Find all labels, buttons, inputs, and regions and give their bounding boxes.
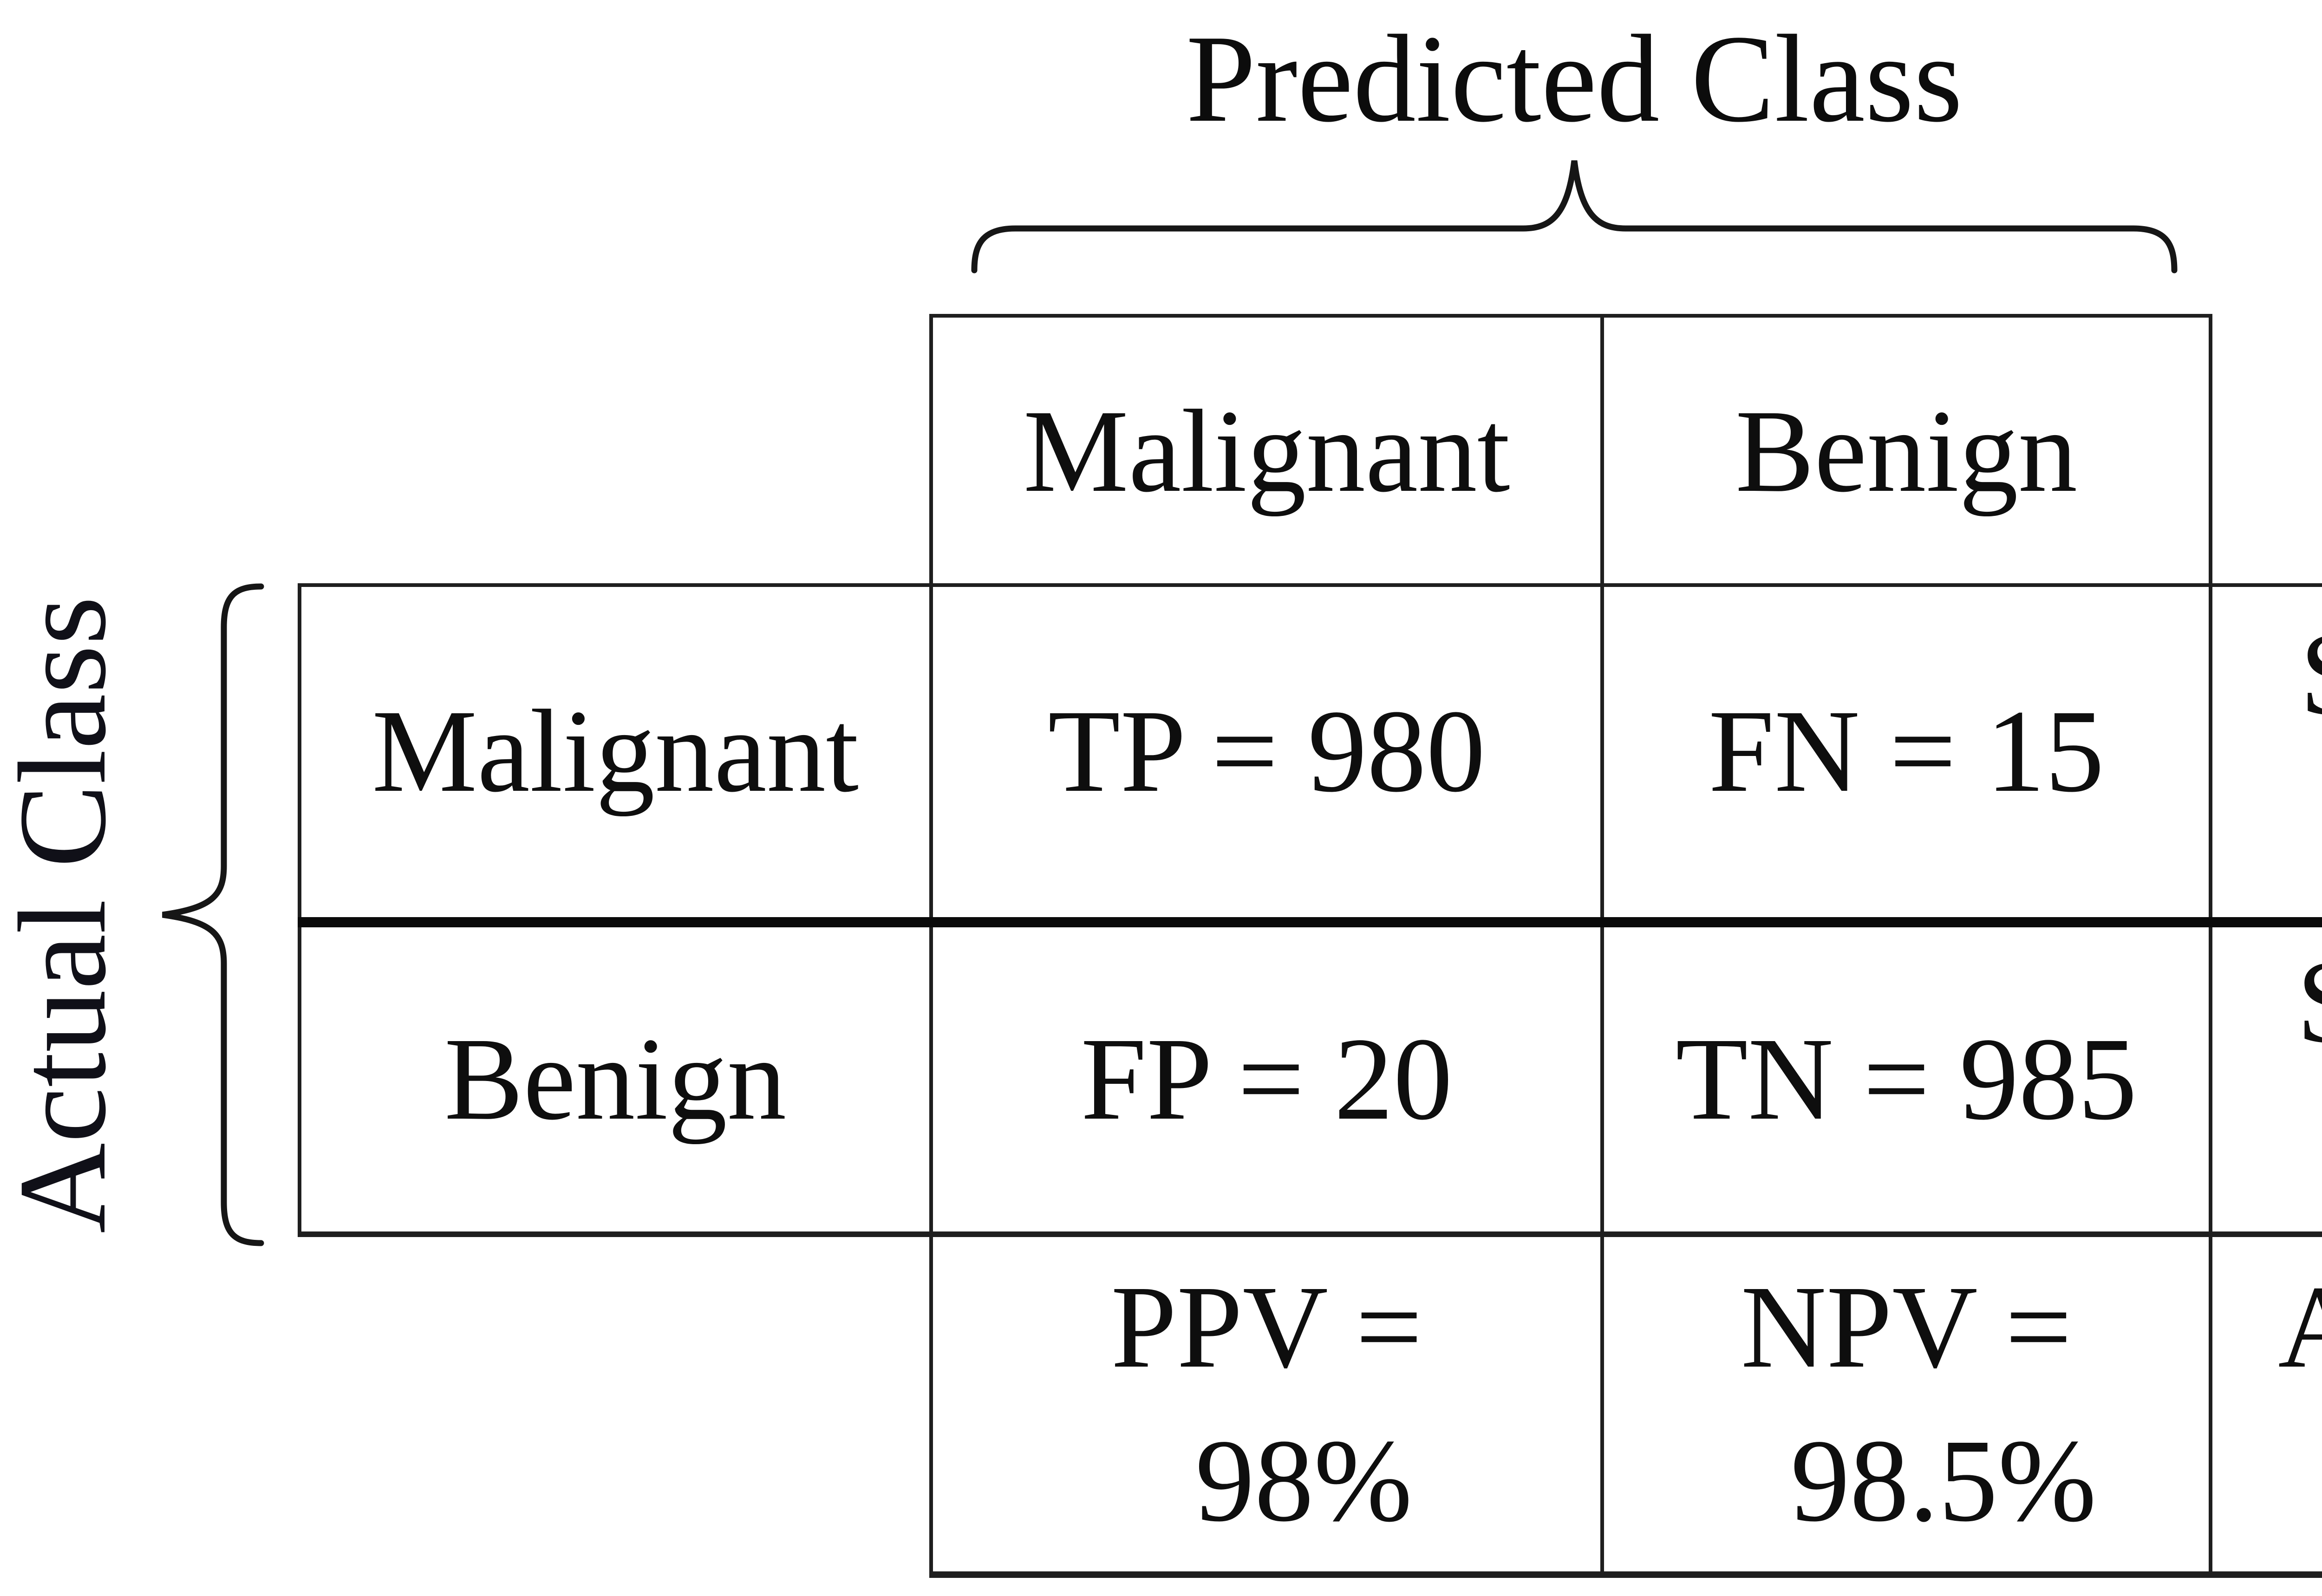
cell-false-negative: FN = 15: [1602, 586, 2211, 917]
grid-line-v-label-col: [929, 314, 933, 1578]
grid-line-row-divider-thick: [298, 917, 2322, 927]
cell-true-negative-text: TN = 985: [1676, 1013, 2137, 1145]
grid-line-bottom: [929, 1571, 2322, 1578]
predicted-class-label: Predicted Class: [1186, 9, 1963, 148]
row-label-benign: Benign: [300, 927, 931, 1231]
npv-value: 98.5%: [1790, 1415, 2097, 1546]
actual-class-label: Actual Class: [0, 596, 132, 1234]
row-label-malignant-text: Malignant: [372, 685, 859, 817]
cell-accuracy: Accuracy = 98.25%: [2211, 1237, 2322, 1571]
cell-true-negative: TN = 985: [1602, 927, 2211, 1231]
cell-true-positive-text: TP = 980: [1048, 685, 1486, 817]
grid-line-v-mid: [1600, 314, 1604, 1578]
accuracy-label: Accuracy =: [2278, 1261, 2322, 1393]
ppv-value: 98%: [1195, 1415, 1413, 1546]
col-header-benign-text: Benign: [1735, 386, 2078, 517]
grid-line-header-top: [929, 314, 2212, 318]
specificity-label: Specificity: [2296, 925, 2322, 1080]
cell-false-negative-text: FN = 15: [1708, 685, 2105, 817]
cell-specificity: Specificity = 98.01%: [2211, 927, 2322, 1231]
predicted-class-brace: [971, 160, 2178, 274]
grid-line-v-metrics-col: [2209, 314, 2212, 1578]
sensitivity-label: Sensitivity: [2300, 598, 2322, 752]
grid-line-footer-top: [298, 1231, 2322, 1237]
row-label-benign-text: Benign: [444, 1013, 787, 1145]
col-header-malignant-text: Malignant: [1023, 386, 1510, 517]
grid-line-left-outer: [298, 586, 301, 1237]
cell-false-positive-text: FP = 20: [1081, 1013, 1453, 1145]
cell-sensitivity: Sensitivity = 98.49%: [2211, 586, 2322, 917]
grid-line-table-top: [298, 583, 2322, 587]
cell-true-positive: TP = 980: [931, 586, 1602, 917]
cell-npv: NPV = 98.5%: [1602, 1237, 2211, 1571]
npv-label: NPV =: [1741, 1261, 2072, 1393]
col-header-malignant: Malignant: [931, 318, 1602, 586]
row-label-malignant: Malignant: [300, 586, 931, 917]
ppv-label: PPV =: [1111, 1261, 1422, 1393]
col-header-benign: Benign: [1602, 318, 2211, 586]
actual-class-brace: [162, 583, 264, 1246]
cell-false-positive: FP = 20: [931, 927, 1602, 1231]
cell-ppv: PPV = 98%: [931, 1237, 1602, 1571]
